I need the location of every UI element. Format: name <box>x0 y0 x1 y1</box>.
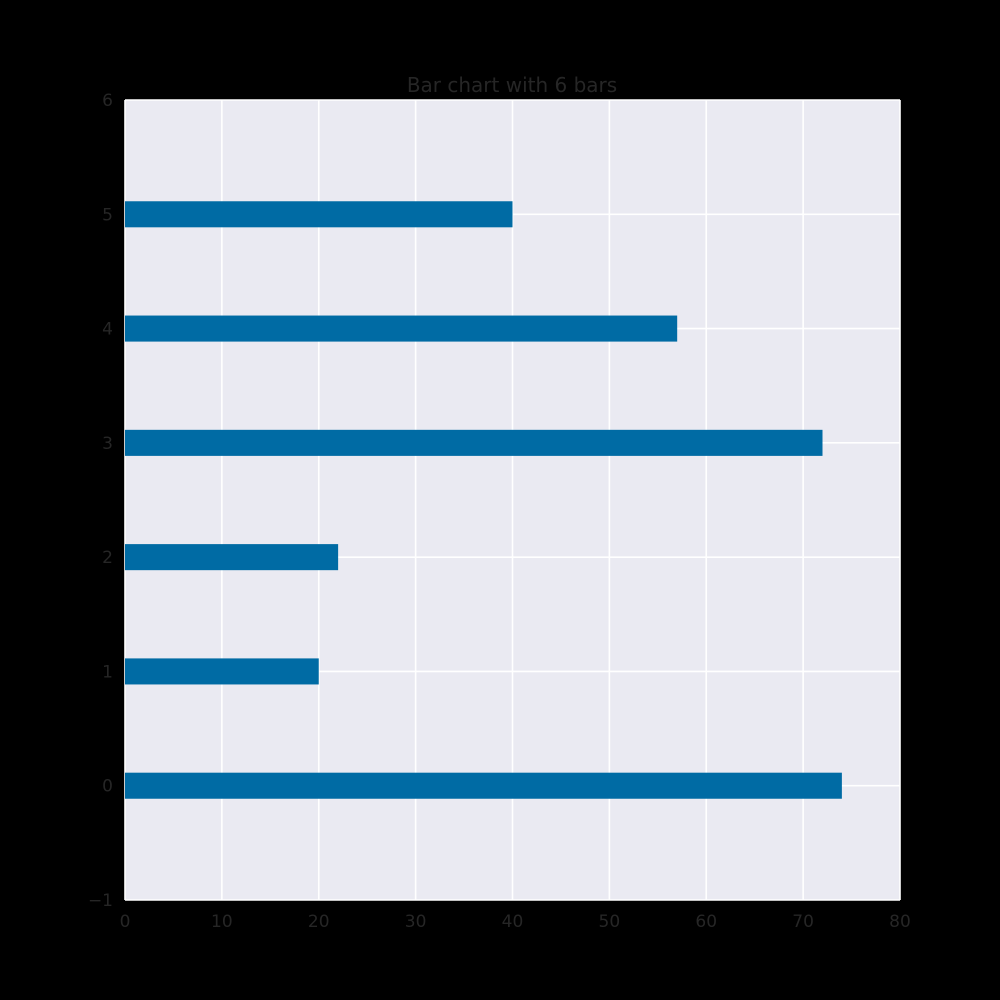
x-tick-label: 60 <box>695 912 717 932</box>
chart-title: Bar chart with 6 bars <box>407 73 617 97</box>
x-tick-label: 70 <box>792 912 814 932</box>
bar-4 <box>125 315 678 342</box>
y-tick-label: 3 <box>102 434 113 454</box>
x-tick-label: 20 <box>308 912 330 932</box>
y-tick-label: 1 <box>102 662 113 682</box>
x-tick-label: 50 <box>599 912 621 932</box>
x-tick-label: 80 <box>889 912 911 932</box>
x-axis-ticks: 0 10 20 30 40 50 60 70 80 <box>120 912 911 932</box>
bar-0 <box>125 772 842 799</box>
x-tick-label: 30 <box>405 912 427 932</box>
y-tick-label: 2 <box>102 548 113 568</box>
y-tick-label: 0 <box>102 777 113 797</box>
y-tick-label: 4 <box>102 320 113 340</box>
y-axis-ticks: −1 0 1 2 3 4 5 6 <box>88 91 113 911</box>
bars <box>125 201 842 799</box>
y-tick-label: 5 <box>102 205 113 225</box>
bar-1 <box>125 658 319 685</box>
y-tick-label: −1 <box>88 891 113 911</box>
x-tick-label: 10 <box>211 912 233 932</box>
bar-5 <box>125 201 513 228</box>
bar-3 <box>125 429 823 456</box>
y-tick-label: 6 <box>102 91 113 111</box>
x-tick-label: 40 <box>502 912 524 932</box>
bar-2 <box>125 544 339 571</box>
x-tick-label: 0 <box>120 912 131 932</box>
